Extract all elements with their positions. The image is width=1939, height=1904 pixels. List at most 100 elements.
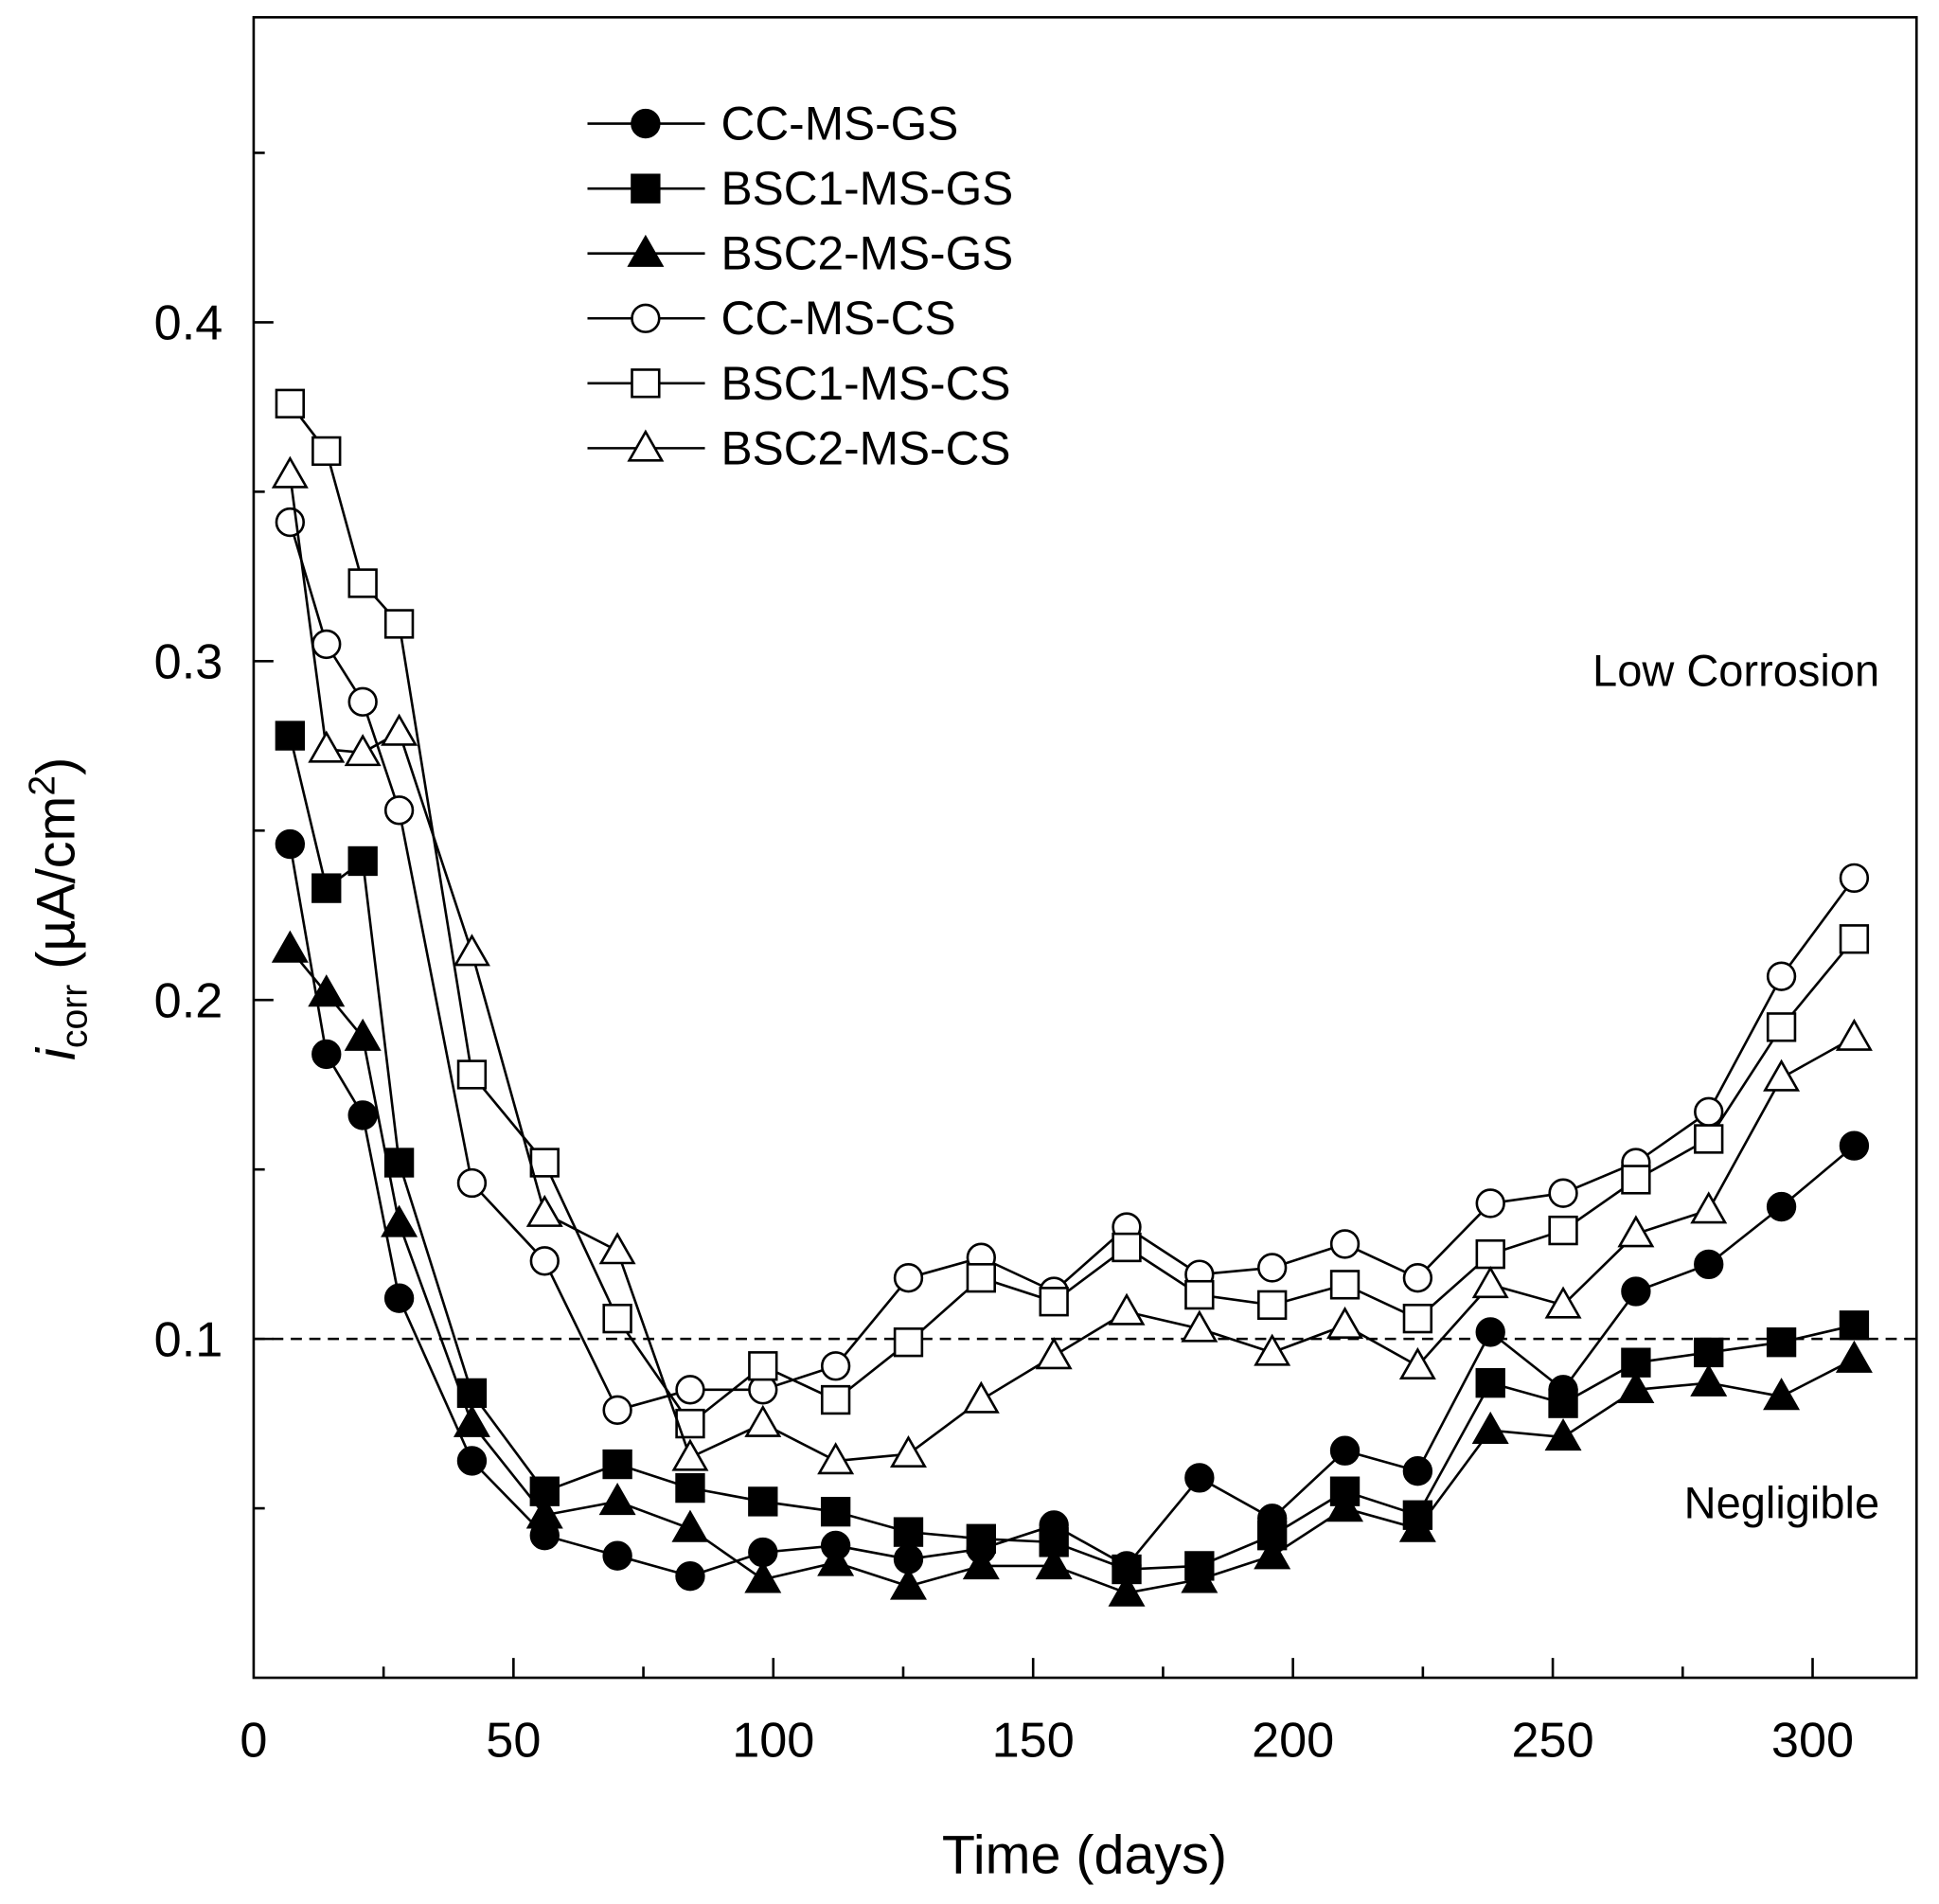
data-point [671,1509,709,1542]
data-point [966,1523,996,1554]
data-point [1181,1309,1219,1343]
data-point [1108,1292,1146,1326]
legend-marker [627,429,665,462]
series-line [289,948,1856,1594]
data-point [1254,1537,1291,1570]
data-point [1690,1363,1728,1397]
legend-item: BSC2-MS-CS [587,421,1010,474]
data-point [275,828,306,860]
data-point [893,1263,924,1293]
data-point [1548,1388,1578,1418]
data-point [1402,1456,1433,1486]
y-label-symbol: i [27,1046,87,1060]
data-point [1839,924,1870,954]
data-point [383,609,415,639]
data-point [602,1303,632,1334]
data-point [966,1263,996,1293]
data-point [453,1404,490,1437]
x-tick-label: 200 [1252,1714,1334,1769]
data-point [383,795,415,826]
data-point [1763,1059,1801,1092]
data-point [1617,1370,1655,1404]
data-point [602,1395,632,1425]
data-point [456,1446,488,1476]
data-point [1621,1165,1651,1195]
data-point [347,686,378,717]
data-point [1548,1215,1578,1246]
data-point [602,1540,632,1571]
data-point [1471,1265,1509,1299]
data-point [311,629,342,660]
legend-label: BSC2-MS-GS [721,227,1014,280]
data-point [308,730,346,763]
data-point [1766,1327,1797,1358]
y-label-close: ) [27,757,87,775]
data-point [1184,1463,1215,1493]
data-point [671,1438,709,1471]
data-point [893,1517,924,1547]
data-point [1254,1333,1291,1366]
x-tick-label: 100 [732,1714,814,1769]
data-point [1621,1276,1651,1307]
legend-label: CC-MS-CS [721,292,956,345]
data-point [347,568,378,598]
data-point [675,1472,705,1504]
data-point [456,1059,488,1090]
x-axis-label: Time (days) [942,1824,1227,1885]
data-point [344,734,382,767]
data-point [1475,1188,1505,1219]
y-label-superscript: 2 [23,775,63,796]
x-tick-label: 150 [992,1714,1075,1769]
legend-item: BSC2-MS-GS [587,227,1013,280]
data-point [598,1483,636,1516]
data-point [1402,1303,1433,1334]
data-point [1326,1489,1364,1522]
data-point [275,388,306,418]
legend-label: BSC2-MS-CS [721,421,1011,474]
data-point [748,1486,778,1517]
data-point [381,713,418,746]
data-point [748,1351,778,1381]
legend-marker [631,368,661,399]
legend-label: CC-MS-GS [721,98,959,151]
data-point [1694,1096,1724,1127]
data-point [383,1283,415,1313]
data-point [1257,1290,1288,1321]
data-point [1471,1411,1509,1444]
data-point [308,974,346,1007]
data-point [271,930,309,963]
data-point [820,1496,851,1527]
x-tick-label: 50 [486,1714,541,1769]
data-point [311,873,342,903]
data-point [1039,1287,1069,1317]
data-point [675,1560,705,1592]
data-point [962,1380,1000,1414]
data-point [347,1100,378,1130]
y-tick-label: 0.4 [154,296,223,351]
data-point [1035,1337,1073,1370]
data-point [1475,1367,1505,1398]
data-point [1035,1547,1073,1580]
data-point [275,721,306,751]
data-point [1617,1215,1655,1248]
series-bsc2-ms-gs [271,930,1873,1607]
annotation-low-corrosion: Low Corrosion [1592,646,1879,696]
series-bsc1-ms-cs [275,388,1870,1439]
data-point [525,1194,563,1227]
y-axis-label: icorr (µA/cm2) [23,757,96,1060]
legend-marker [627,234,665,267]
data-point [525,1496,563,1529]
y-tick-label: 0.1 [154,1312,223,1367]
data-point [1184,1279,1215,1310]
data-point [820,1384,851,1415]
data-point [1763,1378,1801,1411]
data-point [1766,1012,1797,1042]
series-line [289,402,1856,1426]
data-point [962,1547,1000,1580]
data-point [1398,1346,1436,1379]
data-point [1112,1232,1142,1263]
data-point [1402,1263,1433,1293]
data-point [1329,1270,1361,1300]
x-tick-label: 300 [1771,1714,1854,1769]
data-point [347,845,378,877]
